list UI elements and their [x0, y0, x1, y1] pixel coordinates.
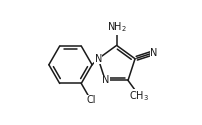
Text: Cl: Cl [86, 95, 96, 105]
Text: CH$_3$: CH$_3$ [129, 89, 149, 103]
Text: N: N [102, 75, 109, 85]
Text: N: N [95, 54, 102, 64]
Text: NH$_2$: NH$_2$ [107, 21, 127, 34]
Text: N: N [150, 48, 158, 58]
